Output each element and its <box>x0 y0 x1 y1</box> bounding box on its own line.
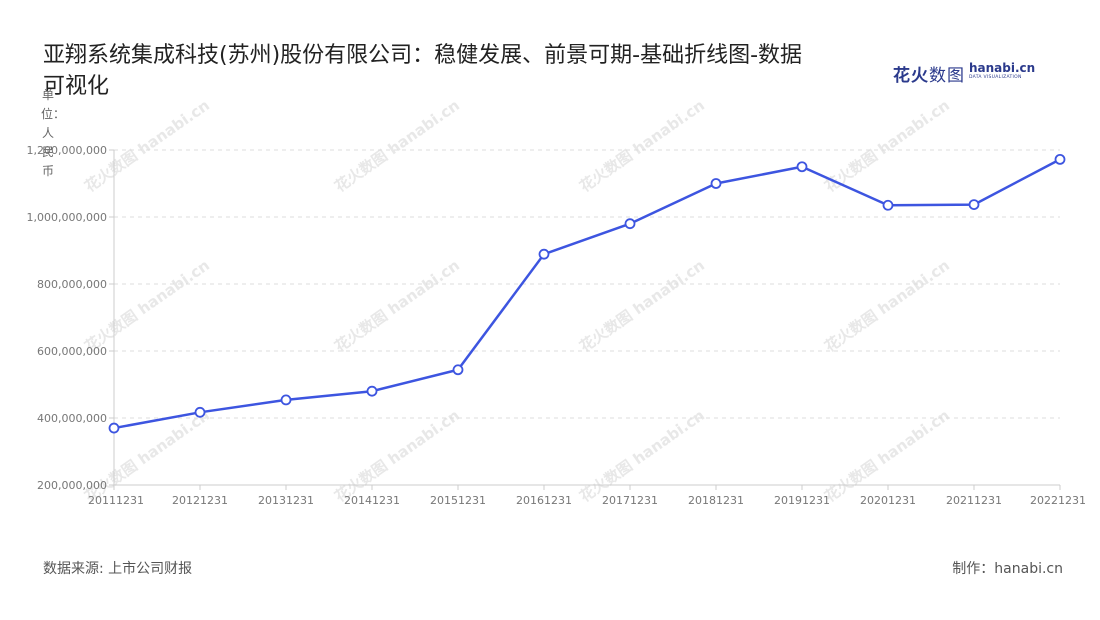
data-point <box>280 394 292 406</box>
data-point <box>796 161 808 173</box>
data-source: 数据来源: 上市公司财报 <box>43 561 193 577</box>
y-tick-label: 1,000,000,000 <box>27 211 107 224</box>
logo-en: hanabi.cn DATA VISUALIZATION <box>969 61 1036 80</box>
data-point <box>194 406 206 418</box>
data-point <box>538 248 550 260</box>
y-tick-label: 1,200,000,000 <box>27 144 107 157</box>
data-point <box>968 199 980 211</box>
data-point <box>882 199 894 211</box>
x-tick-label: 20211231 <box>946 494 1002 507</box>
y-tick-label: 600,000,000 <box>37 345 107 358</box>
x-tick-label: 20161231 <box>516 494 572 507</box>
watermark-text: 花火数图 hanabi.cn <box>821 96 953 196</box>
watermark-layer: 花火数图 hanabi.cn 花火数图 hanabi.cn 花火数图 hanabi.… <box>81 96 953 506</box>
watermark-text: 花火数图 hanabi.cn <box>81 256 213 356</box>
data-point <box>452 364 464 376</box>
watermark-text: 花火数图 hanabi.cn <box>576 96 708 196</box>
logo-cn: 花火数图 <box>893 65 965 86</box>
y-tick-labels: 200,000,000 400,000,000 600,000,000 800,000… <box>27 144 107 492</box>
watermark-text: 花火数图 hanabi.cn <box>331 406 463 506</box>
data-point <box>366 385 378 397</box>
data-point <box>108 422 120 434</box>
x-tick-labels: 20111231 20121231 20131231 20141231 20151231… <box>88 485 1086 507</box>
data-point <box>1054 153 1066 165</box>
watermark-text: 花火数图 hanabi.cn <box>821 256 953 356</box>
watermark-text: 花火数图 hanabi.cn <box>331 256 463 356</box>
grid-lines <box>109 149 1060 486</box>
x-tick-label: 20131231 <box>258 494 314 507</box>
series-line <box>113 158 1061 430</box>
chart-title: 亚翔系统集成科技(苏州)股份有限公司：稳健发展、前景可期-基础折线图-数据可视化 <box>43 43 803 99</box>
data-point <box>624 218 636 230</box>
x-tick-label: 20141231 <box>344 494 400 507</box>
watermark-text: 花火数图 hanabi.cn <box>821 406 953 506</box>
x-tick-label: 20171231 <box>602 494 658 507</box>
maker-credit: 制作：hanabi.cn <box>952 561 1063 577</box>
x-tick-label: 20151231 <box>430 494 486 507</box>
data-points <box>108 153 1066 434</box>
x-tick-label: 20111231 <box>88 494 144 507</box>
x-tick-label: 20221231 <box>1030 494 1086 507</box>
y-tick-label: 200,000,000 <box>37 479 107 492</box>
watermark-text: 花火数图 hanabi.cn <box>576 256 708 356</box>
y-tick-label: 800,000,000 <box>37 278 107 291</box>
x-tick-label: 20201231 <box>860 494 916 507</box>
x-tick-label: 20181231 <box>688 494 744 507</box>
x-tick-label: 20191231 <box>774 494 830 507</box>
y-tick-label: 400,000,000 <box>37 412 107 425</box>
watermark-text: 花火数图 hanabi.cn <box>576 406 708 506</box>
x-tick-label: 20121231 <box>172 494 228 507</box>
data-point <box>710 178 722 189</box>
watermark-text: 花火数图 hanabi.cn <box>331 96 463 196</box>
series-line-path <box>113 158 1061 430</box>
brand-logo: 花火数图 hanabi.cn DATA VISUALIZATION <box>893 60 1035 86</box>
